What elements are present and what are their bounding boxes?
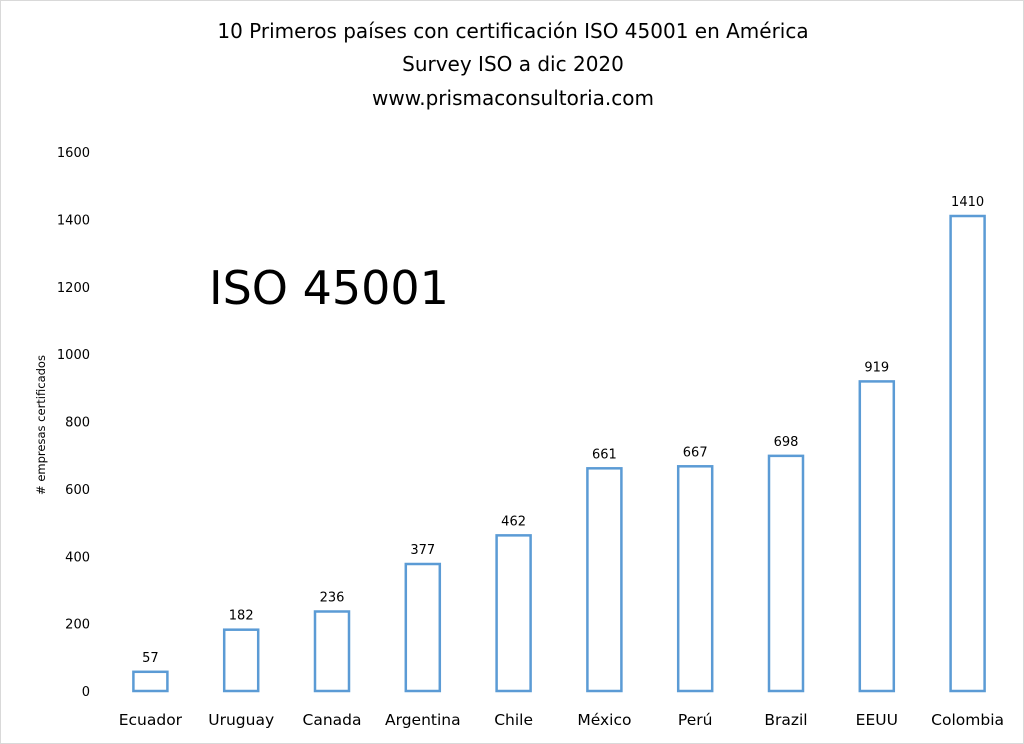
y-tick-label: 1000 — [57, 348, 90, 363]
data-label: 1410 — [951, 195, 984, 210]
category-label: Ecuador — [119, 711, 183, 729]
y-tick-label: 1200 — [57, 281, 90, 296]
chart-title-block: 10 Primeros países con certificación ISO… — [217, 19, 808, 110]
category-label: México — [577, 711, 631, 729]
data-label: 236 — [320, 590, 345, 605]
chart-annotation: ISO 45001 — [209, 261, 449, 315]
y-tick-label: 200 — [65, 618, 90, 633]
y-tick-label: 600 — [65, 483, 90, 498]
chart-subtitle: Survey ISO a dic 2020 — [402, 52, 624, 76]
bar-canada — [313, 610, 351, 693]
bar-peru — [676, 465, 714, 693]
data-label: 698 — [774, 435, 799, 450]
data-labels: 57 182 236 377 462 661 667 698 919 1410 — [142, 195, 984, 666]
y-axis-label: # empresas certificados — [34, 355, 48, 495]
category-label: Colombia — [931, 711, 1004, 729]
bars — [132, 214, 986, 693]
bar-ecuador — [132, 670, 169, 693]
bar-chile — [495, 534, 532, 693]
y-tick-label: 800 — [65, 416, 90, 431]
category-labels: Ecuador Uruguay Canada Argentina Chile México… — [119, 711, 1004, 729]
category-label: Perú — [678, 711, 713, 729]
category-label: EEUU — [856, 711, 898, 729]
data-label: 377 — [410, 543, 435, 558]
chart-title: 10 Primeros países con certificación ISO… — [217, 19, 808, 43]
category-label: Chile — [494, 711, 533, 729]
bar-argentina — [404, 562, 442, 693]
y-tick-label: 1600 — [57, 146, 90, 161]
data-label: 57 — [142, 651, 159, 666]
data-label: 667 — [683, 445, 708, 460]
y-axis-ticks: 0 200 400 600 800 1000 1200 1400 1600 — [57, 146, 90, 700]
chart-source-url: www.prismaconsultoria.com — [372, 86, 654, 110]
category-label: Brazil — [764, 711, 807, 729]
data-label: 182 — [229, 609, 254, 624]
y-tick-label: 400 — [65, 550, 90, 565]
y-tick-label: 0 — [82, 685, 90, 700]
data-label: 919 — [864, 360, 889, 375]
bar-brazil — [767, 454, 805, 693]
bar-eeuu — [858, 380, 896, 693]
data-label: 462 — [501, 514, 526, 529]
category-label: Canada — [303, 711, 362, 729]
category-label: Argentina — [385, 711, 461, 729]
category-label: Uruguay — [208, 711, 274, 729]
bar-mexico — [586, 467, 623, 693]
data-label: 661 — [592, 447, 617, 462]
bar-uruguay — [222, 628, 260, 693]
y-tick-label: 1400 — [57, 213, 90, 228]
bar-colombia — [949, 214, 986, 693]
